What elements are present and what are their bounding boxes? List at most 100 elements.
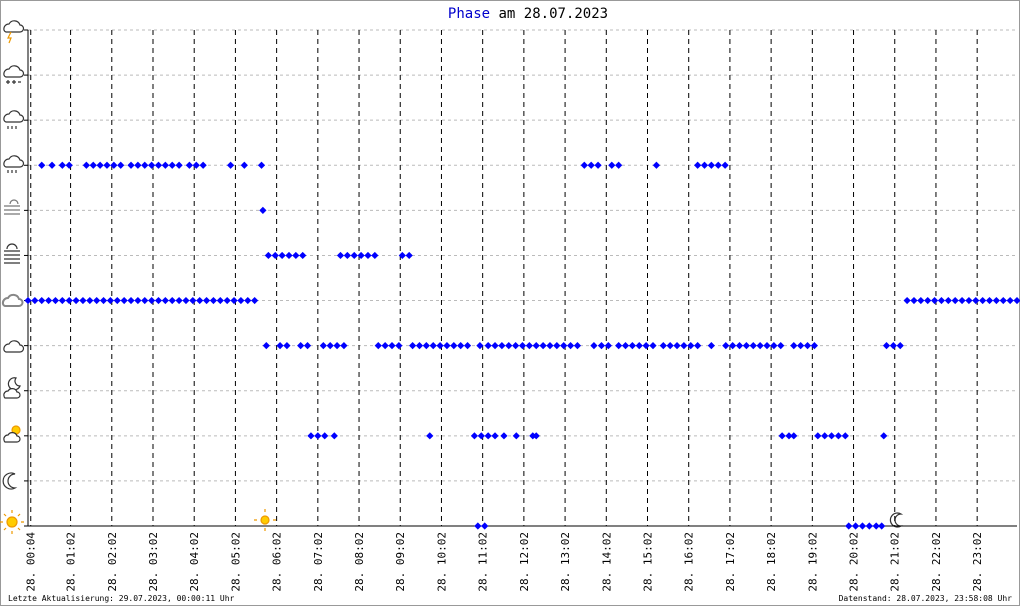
point <box>566 342 575 350</box>
point <box>615 342 623 350</box>
point <box>364 251 372 260</box>
point <box>778 432 786 440</box>
x-tick-label: 28. 07:02 <box>312 532 325 592</box>
point <box>182 296 190 305</box>
point <box>729 342 737 350</box>
point <box>96 161 104 169</box>
icon-sleet <box>3 110 25 129</box>
point <box>628 342 636 350</box>
point <box>161 296 169 305</box>
icon-thunder <box>3 20 25 44</box>
point <box>262 342 270 350</box>
point <box>38 161 46 169</box>
point <box>240 161 248 169</box>
point <box>827 432 836 440</box>
point <box>635 342 643 350</box>
point <box>127 161 135 169</box>
point <box>694 161 702 169</box>
point <box>395 342 403 350</box>
point <box>470 432 479 440</box>
point <box>903 296 911 305</box>
icon-fog <box>4 243 20 264</box>
x-tick-label: 28. 23:02 <box>971 532 984 592</box>
point <box>45 296 53 305</box>
point <box>58 161 66 169</box>
point <box>785 432 793 440</box>
point <box>714 161 722 169</box>
point <box>777 342 785 350</box>
point <box>244 296 252 305</box>
point <box>858 522 867 530</box>
point <box>649 342 657 350</box>
point <box>742 342 750 350</box>
point <box>103 161 111 169</box>
point <box>707 342 715 350</box>
point <box>457 342 465 350</box>
point <box>48 161 56 169</box>
point <box>722 342 730 350</box>
point <box>673 342 681 350</box>
point <box>546 342 554 350</box>
point <box>330 432 338 440</box>
point <box>192 161 200 169</box>
x-tick-label: 28. 14:02 <box>600 532 613 592</box>
point <box>481 522 489 530</box>
point <box>852 522 860 530</box>
x-tick-label: 28. 02:02 <box>106 532 119 592</box>
point <box>321 432 329 440</box>
point <box>749 342 757 350</box>
point <box>31 296 39 305</box>
point <box>687 342 695 350</box>
point <box>110 161 118 169</box>
point <box>371 251 379 260</box>
point <box>79 296 87 305</box>
point <box>476 342 484 350</box>
x-tick-label: 28. 05:02 <box>229 532 242 592</box>
point <box>972 296 980 305</box>
point <box>38 296 46 305</box>
point <box>357 251 365 260</box>
point <box>735 342 744 350</box>
point <box>573 342 582 350</box>
point <box>117 161 125 169</box>
point <box>99 296 108 305</box>
point <box>209 296 218 305</box>
title-rest: am 28.07.2023 <box>499 6 609 22</box>
point <box>314 432 322 440</box>
point <box>350 251 358 260</box>
icon-snow <box>3 65 25 84</box>
sunset-icon <box>889 512 904 528</box>
point <box>141 161 149 169</box>
point <box>185 161 193 169</box>
icon-sun <box>0 510 24 534</box>
point <box>666 342 674 350</box>
point <box>896 342 904 350</box>
point <box>910 296 918 305</box>
icon-moon-cloud <box>3 377 21 399</box>
point <box>86 296 94 305</box>
point <box>426 432 434 440</box>
point <box>498 342 506 350</box>
y-icons <box>0 20 904 534</box>
point <box>999 296 1007 305</box>
point <box>196 296 204 305</box>
point <box>271 251 279 260</box>
point <box>965 296 973 305</box>
x-tick-label: 28. 12:02 <box>518 532 531 592</box>
point <box>477 432 485 440</box>
point <box>532 432 540 440</box>
point <box>264 251 272 260</box>
icon-rain <box>3 155 25 173</box>
point <box>297 342 305 350</box>
point <box>505 342 513 350</box>
point <box>1013 296 1020 305</box>
x-tick-label: 28. 18:02 <box>765 532 778 592</box>
point <box>491 342 499 350</box>
point <box>608 161 616 169</box>
point <box>944 296 952 305</box>
point <box>525 342 533 350</box>
point <box>230 296 238 305</box>
icon-cloud <box>3 340 25 353</box>
point <box>512 342 520 350</box>
